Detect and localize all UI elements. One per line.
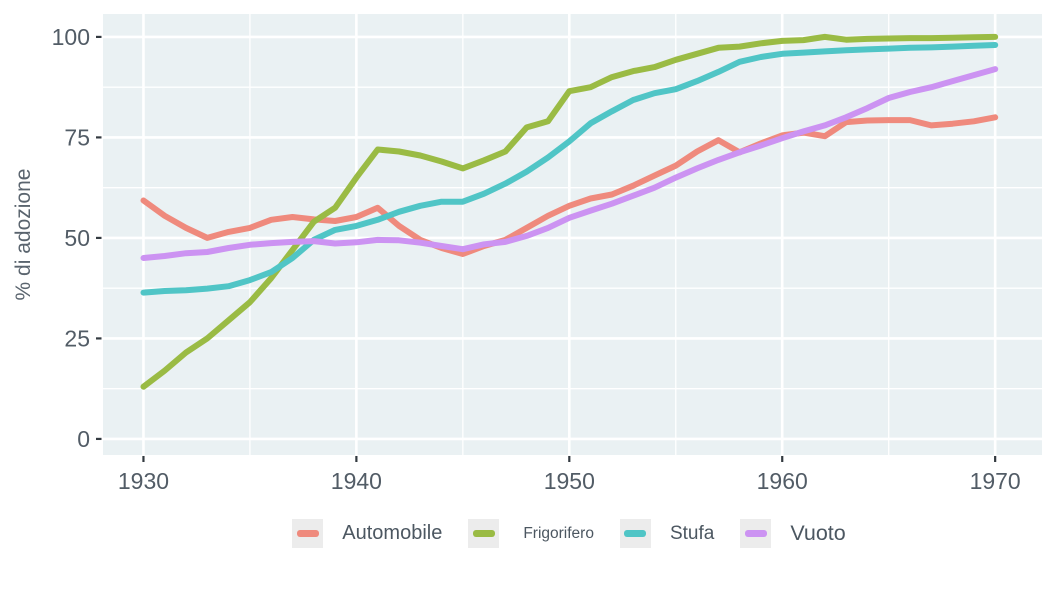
legend-label-automobile: Automobile xyxy=(342,522,443,544)
x-tick-label: 1960 xyxy=(757,468,808,494)
series-line-automobile xyxy=(140,114,999,257)
legend-key-vuoto xyxy=(740,519,772,548)
x-tick-label: 1970 xyxy=(970,468,1021,494)
series-line-vuoto xyxy=(140,66,999,261)
axis-ticks xyxy=(96,35,997,462)
y-tick-label: 75 xyxy=(64,124,90,150)
chart-legend: Automobile Frigorifero Stufa Vuoto xyxy=(44,519,1050,548)
y-tick-label: 0 xyxy=(77,426,90,452)
x-tick-label: 1950 xyxy=(544,468,595,494)
x-tick-label: 1940 xyxy=(331,468,382,494)
y-tick-label: 100 xyxy=(52,24,90,50)
series-line-stufa xyxy=(140,42,999,296)
y-tick-label: 25 xyxy=(64,325,90,351)
y-axis-title: % di adozione xyxy=(12,169,35,301)
legend-item-stufa: Stufa xyxy=(619,519,715,548)
legend-swatch-stufa xyxy=(624,530,647,537)
legend-swatch-vuoto xyxy=(744,530,767,537)
legend-label-vuoto: Vuoto xyxy=(790,521,846,545)
legend-item-frigorifero: Frigorifero xyxy=(468,519,594,548)
y-tick-label: 50 xyxy=(64,225,90,251)
legend-item-automobile: Automobile xyxy=(292,519,442,548)
legend-label-frigorifero: Frigorifero xyxy=(523,524,594,542)
legend-key-frigorifero xyxy=(468,519,500,548)
adoption-line-chart: 0 25 50 75 100 1930 1940 1950 1960 1970 % di adozi… xyxy=(12,14,1042,494)
legend-key-stufa xyxy=(619,519,651,548)
legend-item-vuoto: Vuoto xyxy=(740,519,846,548)
legend-label-stufa: Stufa xyxy=(669,522,715,544)
legend-key-automobile xyxy=(292,519,324,548)
legend-swatch-frigorifero xyxy=(472,530,495,537)
gridlines-major xyxy=(103,14,1042,455)
legend-swatch-automobile xyxy=(296,530,319,537)
x-tick-label: 1930 xyxy=(118,468,169,494)
